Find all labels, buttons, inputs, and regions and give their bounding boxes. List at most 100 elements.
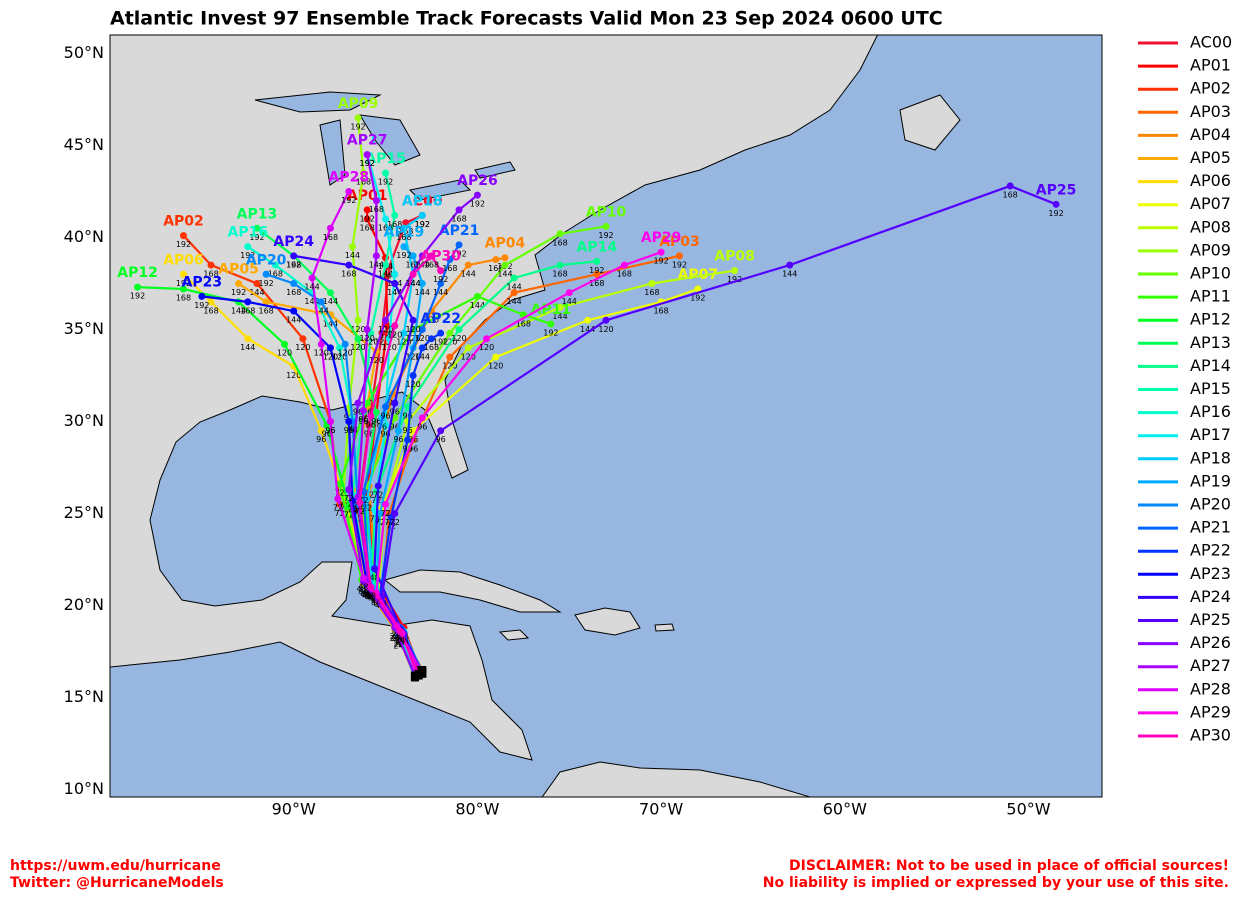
track-point [547, 320, 555, 328]
track-point [382, 316, 390, 324]
forecast-hour-label: 168 [398, 227, 413, 236]
forecast-hour-label: 72 [380, 509, 390, 518]
track-name-label: AP22 [420, 311, 461, 327]
legend-label: AP26 [1190, 633, 1231, 652]
footer-text: DISCLAIMER: Not to be used in place of o… [789, 858, 1229, 874]
legend-label: AP15 [1190, 379, 1231, 398]
forecast-hour-label: 96 [358, 415, 368, 424]
track-point [556, 261, 564, 269]
forecast-hour-label: 96 [362, 411, 372, 420]
forecast-hour-label: 48 [364, 592, 374, 601]
forecast-hour-label: 96 [417, 422, 427, 431]
forecast-hour-label: 72 [358, 496, 368, 505]
forecast-hour-label: 168 [516, 319, 531, 328]
forecast-hour-label: 192 [415, 220, 430, 229]
legend-label: AP23 [1190, 564, 1231, 583]
track-point [262, 298, 270, 306]
track-point [360, 574, 368, 582]
y-tick-label: 35°N [64, 319, 104, 338]
track-point [253, 224, 261, 232]
track-name-label: AP14 [577, 239, 618, 255]
legend-label: AP24 [1190, 587, 1231, 606]
track-point [354, 316, 362, 324]
track-point [281, 340, 289, 348]
track-name-label: AP23 [182, 274, 223, 290]
forecast-hour-label: 24 [399, 640, 409, 649]
forecast-hour-label: 192 [360, 159, 375, 168]
start-point [414, 669, 423, 678]
track-name-label: AP25 [1036, 182, 1077, 198]
track-point [134, 283, 142, 291]
forecast-hour-label: 120 [405, 334, 420, 343]
forecast-hour-label: 24 [397, 638, 407, 647]
forecast-hour-label: 192 [176, 279, 191, 288]
forecast-hour-label: 48 [366, 592, 376, 601]
track-point [372, 197, 380, 205]
legend-label: AP05 [1190, 148, 1231, 167]
track-point [675, 252, 683, 260]
track-point [367, 583, 375, 591]
forecast-hour-label: 168 [203, 270, 218, 279]
chart-title: Atlantic Invest 97 Ensemble Track Foreca… [110, 8, 943, 30]
forecast-hour-label: 24 [393, 640, 403, 649]
forecast-hour-label: 192 [341, 196, 356, 205]
forecast-hour-label: 48 [358, 582, 368, 591]
forecast-hour-label: 120 [350, 343, 365, 352]
track-name-label: AP11 [531, 302, 572, 318]
plot-frame [109, 34, 1103, 798]
track-point [400, 243, 408, 251]
forecast-hour-label: 96 [408, 444, 418, 453]
track-name-label: AP17 [347, 133, 388, 149]
track-point [363, 206, 371, 214]
forecast-hour-label: 192 [543, 328, 558, 337]
forecast-hour-label: 144 [323, 297, 338, 306]
forecast-hour-label: 168 [451, 214, 466, 223]
track-point [382, 403, 390, 411]
track-point [326, 418, 334, 426]
forecast-hour-label: 48 [360, 590, 370, 599]
forecast-hour-label: 144 [378, 270, 393, 279]
track-point [786, 261, 794, 269]
track-point [179, 285, 187, 293]
forecast-hour-label: 96 [353, 408, 363, 417]
forecast-hour-label: 168 [176, 294, 191, 303]
track-point [492, 256, 500, 264]
track-point [418, 252, 426, 260]
track-point [391, 270, 399, 278]
track-name-label: AP06 [163, 252, 204, 268]
forecast-hour-label: 168 [488, 264, 503, 273]
forecast-hour-label: 120 [369, 356, 384, 365]
track-point [207, 298, 215, 306]
track-name-label: AP04 [485, 236, 526, 252]
forecast-hour-label: 48 [371, 599, 381, 608]
forecast-hour-label: 192 [672, 260, 687, 269]
track-point [371, 565, 379, 573]
track-point [1006, 182, 1014, 190]
track-name-label: AP03 [659, 234, 700, 250]
forecast-hour-label: 72 [373, 490, 383, 499]
forecast-hour-label: 168 [360, 224, 375, 233]
track-point [372, 408, 380, 416]
legend-label: AP13 [1190, 333, 1231, 352]
track-point [602, 316, 610, 324]
track-name-label: AP09 [338, 96, 379, 112]
forecast-hour-label: 72 [355, 507, 365, 516]
forecast-hour-label: 192 [249, 233, 264, 242]
legend-label: AP29 [1190, 702, 1231, 721]
track-point [271, 261, 279, 269]
north-america [110, 35, 879, 761]
forecast-hour-label: 96 [366, 421, 376, 430]
forecast-hour-label: 96 [362, 408, 372, 417]
forecast-hour-label: 120 [323, 352, 338, 361]
forecast-hour-label: 168 [323, 233, 338, 242]
track-point [409, 372, 417, 380]
track-point [382, 261, 390, 269]
track-point [382, 215, 390, 223]
track-point [391, 279, 399, 287]
y-tick-label: 15°N [64, 687, 104, 706]
forecast-hour-label: 192 [415, 220, 430, 229]
y-tick-label: 20°N [64, 595, 104, 614]
forecast-hour-label: 72 [364, 490, 374, 499]
track-name-label: AP18 [402, 193, 443, 209]
